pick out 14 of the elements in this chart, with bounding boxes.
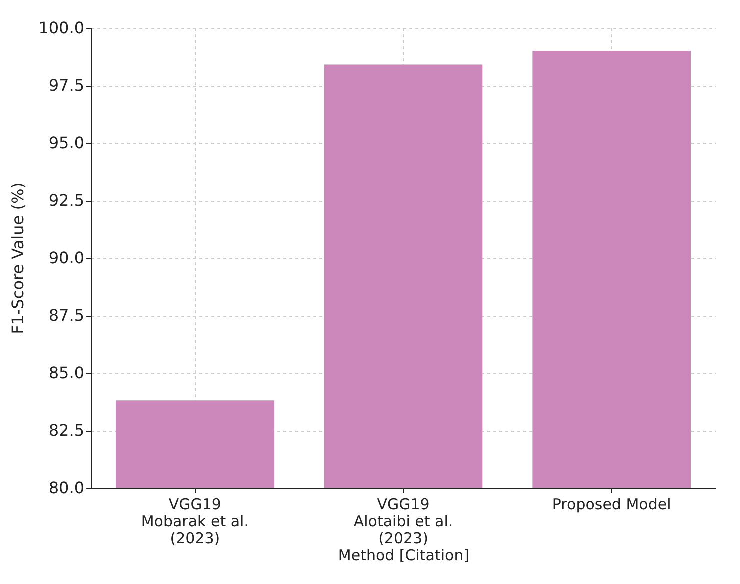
y-tick-label: 85.0 [48,364,84,382]
x-axis-title: Method [Citation] [338,546,470,564]
y-tick-label: 97.5 [48,76,84,95]
y-axis-title: F1-Score Value (%) [8,182,28,334]
y-tick-label: 80.0 [48,478,84,498]
y-tick-label: 100.0 [38,18,84,38]
y-tick-label: 82.5 [48,421,84,440]
y-tick-label: 87.5 [48,306,84,325]
y-tick-label: 90.0 [48,248,84,268]
x-tick-label: VGG19 Alotaibi et al. (2023) [354,496,454,548]
x-tick-label: Proposed Model [552,496,672,514]
x-tick-label: VGG19 Mobarak et al. (2023) [141,496,249,548]
y-tick-label: 95.0 [48,134,84,152]
y-tick-label: 92.5 [48,191,84,210]
